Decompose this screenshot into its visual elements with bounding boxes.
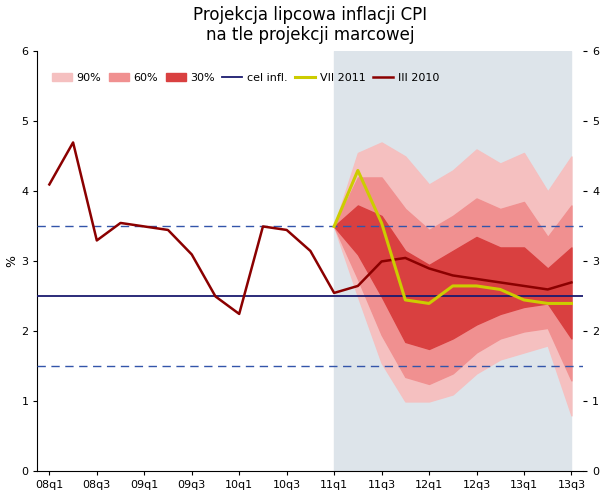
Y-axis label: %: %	[5, 255, 19, 267]
Legend: 90%, 60%, 30%, cel infl., VII 2011, III 2010: 90%, 60%, 30%, cel infl., VII 2011, III …	[48, 69, 442, 86]
Bar	[334, 52, 572, 471]
Title: Projekcja lipcowa inflacji CPI
na tle projekcji marcowej: Projekcja lipcowa inflacji CPI na tle pr…	[194, 5, 428, 44]
